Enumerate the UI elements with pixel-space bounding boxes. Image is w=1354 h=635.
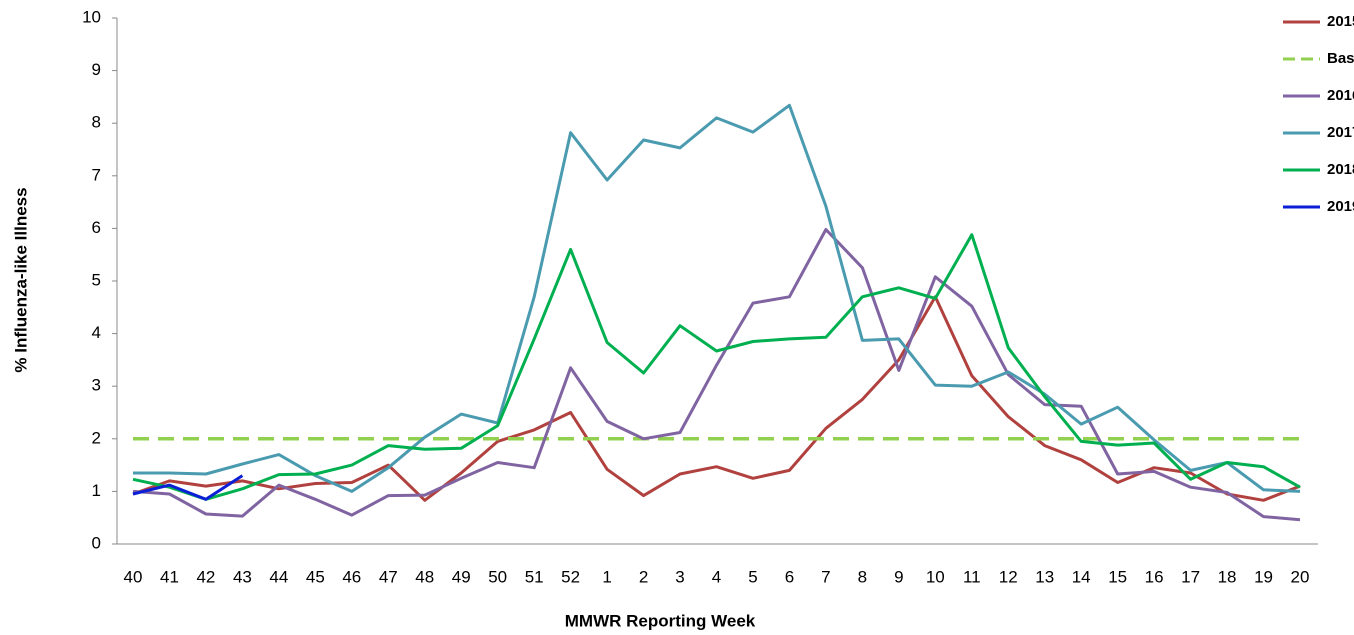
x-tick-label: 49 bbox=[452, 567, 471, 586]
x-tick-label: 17 bbox=[1181, 567, 1200, 586]
x-tick-label: 48 bbox=[415, 567, 434, 586]
y-tick-label: 10 bbox=[82, 7, 101, 26]
y-tick-label: 9 bbox=[92, 60, 101, 79]
y-tick-label: 3 bbox=[92, 376, 101, 395]
x-tick-label: 2 bbox=[639, 567, 648, 586]
legend-label: 2016-2017 bbox=[1327, 87, 1354, 104]
series-line bbox=[132, 295, 1301, 502]
legend-label: 2017-2018 bbox=[1327, 124, 1354, 141]
x-tick-label: 15 bbox=[1108, 567, 1127, 586]
x-tick-label: 18 bbox=[1218, 567, 1237, 586]
x-tick-label: 1 bbox=[602, 567, 611, 586]
x-tick-label: 3 bbox=[675, 567, 684, 586]
y-tick-label: 7 bbox=[92, 165, 101, 184]
legend-label: Baseline bbox=[1327, 50, 1354, 67]
x-tick-label: 20 bbox=[1291, 567, 1310, 586]
x-tick-label: 41 bbox=[160, 567, 179, 586]
x-tick-label: 9 bbox=[894, 567, 903, 586]
y-axis-title: % Influenza-like Illness bbox=[11, 187, 30, 372]
x-axis-title: MMWR Reporting Week bbox=[565, 611, 756, 630]
x-tick-label: 50 bbox=[488, 567, 507, 586]
x-tick-label: 8 bbox=[858, 567, 867, 586]
x-tick-label: 51 bbox=[525, 567, 544, 586]
x-tick-label: 43 bbox=[233, 567, 252, 586]
x-tick-label: 40 bbox=[124, 567, 143, 586]
y-tick-label: 6 bbox=[92, 218, 101, 237]
x-tick-label: 7 bbox=[821, 567, 830, 586]
x-tick-label: 45 bbox=[306, 567, 325, 586]
y-tick-label: 1 bbox=[92, 481, 101, 500]
x-tick-label: 5 bbox=[748, 567, 757, 586]
series-line bbox=[132, 228, 1301, 522]
x-tick-label: 14 bbox=[1072, 567, 1091, 586]
y-tick-label: 0 bbox=[92, 533, 101, 552]
legend-label: 2015-2016 bbox=[1327, 13, 1354, 30]
x-tick-label: 13 bbox=[1035, 567, 1054, 586]
y-tick-label: 5 bbox=[92, 270, 101, 289]
x-tick-label: 4 bbox=[712, 567, 721, 586]
series-line bbox=[132, 233, 1301, 501]
x-tick-label: 10 bbox=[926, 567, 945, 586]
x-tick-label: 44 bbox=[269, 567, 288, 586]
x-tick-label: 52 bbox=[561, 567, 580, 586]
x-tick-label: 19 bbox=[1254, 567, 1273, 586]
x-tick-label: 47 bbox=[379, 567, 398, 586]
series-line bbox=[132, 474, 244, 501]
x-tick-label: 11 bbox=[963, 567, 981, 586]
y-tick-label: 8 bbox=[92, 113, 101, 132]
x-tick-label: 12 bbox=[999, 567, 1018, 586]
series-line bbox=[133, 103, 1301, 493]
x-tick-label: 16 bbox=[1145, 567, 1164, 586]
x-tick-label: 6 bbox=[785, 567, 794, 586]
legend-label: 2018-2019 bbox=[1327, 161, 1354, 178]
x-tick-label: 46 bbox=[342, 567, 361, 586]
y-tick-label: 2 bbox=[92, 428, 101, 447]
y-tick-label: 4 bbox=[92, 323, 101, 342]
x-tick-label: 42 bbox=[196, 567, 215, 586]
